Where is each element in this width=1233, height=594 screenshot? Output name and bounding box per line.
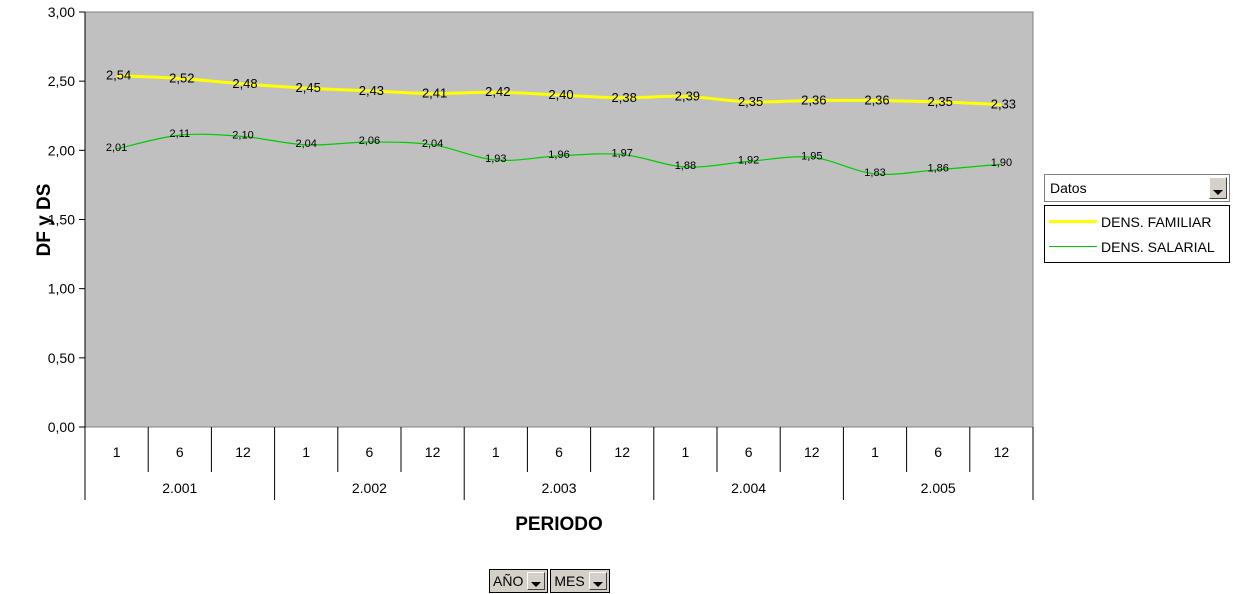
chevron-down-icon[interactable] xyxy=(527,572,546,590)
legend-title: Datos xyxy=(1050,180,1087,196)
legend: Datos DENS. FAMILIAR DENS. SALARIAL xyxy=(1044,174,1230,263)
x-month-label: 6 xyxy=(745,444,753,460)
x-axis-title: PERIODO xyxy=(515,514,603,535)
x-month-label: 1 xyxy=(302,444,310,460)
data-label-familiar: 2,43 xyxy=(359,83,384,98)
x-month-label: 6 xyxy=(934,444,942,460)
data-label-salarial: 2,06 xyxy=(359,135,380,147)
data-label-salarial: 2,04 xyxy=(295,138,316,150)
legend-item-familiar: DENS. FAMILIAR xyxy=(1049,209,1225,234)
data-label-salarial: 2,11 xyxy=(170,128,191,140)
row-field-buttons: AÑO MES xyxy=(489,569,610,593)
y-tick-label: 0,50 xyxy=(48,350,75,366)
legend-swatch-salarial xyxy=(1049,246,1097,247)
x-month-label: 1 xyxy=(113,444,121,460)
x-year-label: 2.004 xyxy=(731,480,766,496)
data-label-familiar: 2,41 xyxy=(422,86,447,101)
chevron-down-icon[interactable] xyxy=(1209,177,1227,199)
y-tick-label: 1,00 xyxy=(48,281,75,297)
data-label-salarial: 2,10 xyxy=(232,130,253,142)
series-line-familiar xyxy=(116,74,1002,107)
y-tick-label: 2,50 xyxy=(48,73,75,89)
x-month-label: 12 xyxy=(425,444,441,460)
x-month-label: 6 xyxy=(555,444,563,460)
x-year-label: 2.005 xyxy=(921,480,956,496)
data-label-familiar: 2,36 xyxy=(801,93,826,108)
legend-entries: DENS. FAMILIAR DENS. SALARIAL xyxy=(1044,205,1230,263)
x-month-label: 12 xyxy=(235,444,251,460)
data-label-familiar: 2,45 xyxy=(296,80,321,95)
y-tick-label: 1,50 xyxy=(48,212,75,228)
x-month-label: 12 xyxy=(614,444,630,460)
data-label-salarial: 1,83 xyxy=(864,167,885,179)
data-label-familiar: 2,35 xyxy=(928,94,953,109)
x-year-label: 2.002 xyxy=(352,480,387,496)
data-label-familiar: 2,36 xyxy=(864,93,889,108)
series-layer: 2,54 2,52 2,48 2,45 2,43 2,41 2,42 2,40 2,38 2,39… xyxy=(106,68,1016,179)
series-line-salarial xyxy=(116,133,1002,175)
x-year-label: 2.001 xyxy=(162,480,197,496)
y-axis-title: DF y DS xyxy=(34,184,55,257)
data-label-familiar: 2,42 xyxy=(485,84,510,99)
data-label-familiar: 2,39 xyxy=(675,88,700,103)
y-axis: 0,00 0,50 1,00 1,50 2,00 2,50 3,00 xyxy=(48,4,86,435)
plot-area xyxy=(84,11,1034,428)
data-label-familiar: 2,40 xyxy=(548,87,573,102)
data-label-familiar: 2,33 xyxy=(991,97,1016,112)
legend-swatch-familiar xyxy=(1049,220,1097,223)
data-label-familiar: 2,54 xyxy=(106,68,131,83)
data-label-familiar: 2,38 xyxy=(612,90,637,105)
data-label-salarial: 2,01 xyxy=(106,142,127,154)
legend-label-salarial: DENS. SALARIAL xyxy=(1101,238,1215,255)
legend-item-salarial: DENS. SALARIAL xyxy=(1049,234,1225,259)
x-month-label: 1 xyxy=(492,444,500,460)
data-label-familiar: 2,48 xyxy=(232,76,257,91)
x-month-label: 1 xyxy=(871,444,879,460)
data-label-familiar: 2,35 xyxy=(738,94,763,109)
data-label-familiar: 2,52 xyxy=(169,70,194,85)
x-month-label: 12 xyxy=(994,444,1010,460)
data-label-salarial: 1,93 xyxy=(485,153,506,165)
year-field-button[interactable]: AÑO xyxy=(489,569,549,593)
y-tick-label: 0,00 xyxy=(48,419,75,435)
year-field-label: AÑO xyxy=(493,573,524,589)
x-axis: 1 6 12 1 6 12 1 6 12 1 6 12 1 6 12 2.001 2.002 2.003 2.004… xyxy=(84,427,1034,500)
x-month-label: 6 xyxy=(176,444,184,460)
data-label-salarial: 1,97 xyxy=(611,147,632,159)
data-label-salarial: 1,86 xyxy=(927,163,948,175)
data-label-salarial: 1,90 xyxy=(991,157,1012,169)
y-tick-label: 2,00 xyxy=(48,142,75,158)
data-label-salarial: 1,96 xyxy=(548,149,569,161)
x-month-label: 6 xyxy=(366,444,374,460)
data-label-salarial: 1,95 xyxy=(801,150,822,162)
x-month-label: 12 xyxy=(804,444,820,460)
chevron-down-icon[interactable] xyxy=(588,572,607,590)
y-tick-label: 3,00 xyxy=(48,4,75,20)
month-field-label: MES xyxy=(554,573,585,589)
legend-label-familiar: DENS. FAMILIAR xyxy=(1101,213,1212,230)
month-field-button[interactable]: MES xyxy=(550,569,610,593)
data-label-salarial: 1,88 xyxy=(675,160,696,172)
data-label-salarial: 2,04 xyxy=(422,138,443,150)
legend-data-field-button[interactable]: Datos xyxy=(1044,174,1230,202)
x-month-label: 1 xyxy=(682,444,690,460)
data-label-salarial: 1,92 xyxy=(738,154,759,166)
x-year-label: 2.003 xyxy=(541,480,576,496)
